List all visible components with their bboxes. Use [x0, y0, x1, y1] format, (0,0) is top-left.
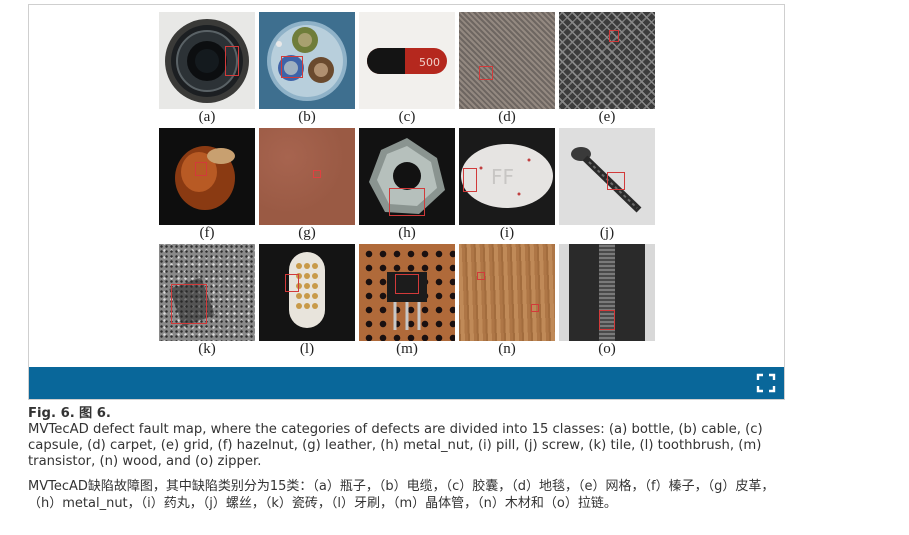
panel-label: (l) — [299, 341, 315, 357]
capsule-print: 500 — [419, 56, 440, 69]
defect-box — [395, 274, 419, 294]
screw-drawing — [571, 147, 642, 213]
pill-imprint: FF — [491, 165, 514, 189]
panel-m: (m) — [359, 244, 455, 358]
panel-label: (e) — [598, 109, 616, 125]
panel-label: (b) — [298, 109, 316, 125]
bottle-drawing — [165, 19, 249, 103]
capsule-image: 500 — [359, 12, 455, 109]
defect-box — [477, 272, 485, 280]
defect-box — [285, 274, 299, 292]
defect-box — [389, 188, 425, 216]
wood-image — [459, 244, 555, 341]
toothbrush-image — [259, 244, 355, 341]
zipper-image — [559, 244, 655, 341]
defect-box — [607, 172, 625, 190]
metal-nut-image — [359, 128, 455, 225]
panel-l: (l) — [259, 244, 355, 358]
cable-image — [259, 12, 355, 109]
panel-c: 500 (c) — [359, 12, 455, 126]
panel-label: (c) — [398, 109, 416, 125]
pill-image: FF — [459, 128, 555, 225]
panel-label: (h) — [398, 225, 416, 241]
figure-label: Fig. 6. — [28, 406, 75, 421]
metal-nut-drawing — [369, 138, 445, 214]
tile-image — [159, 244, 255, 341]
panel-label: (d) — [498, 109, 516, 125]
panel-label: (n) — [498, 341, 516, 357]
panel-b: (b) — [259, 12, 355, 126]
panel-j: (j) — [559, 128, 655, 242]
panel-label: (i) — [499, 225, 515, 241]
panel-label: (j) — [599, 225, 615, 241]
expand-icon[interactable] — [756, 373, 776, 393]
expand-icon-svg — [756, 373, 776, 393]
pill-drawing: FF — [461, 144, 553, 208]
panel-f: (f) — [159, 128, 255, 242]
panel-h: (h) — [359, 128, 455, 242]
capsule-drawing: 500 — [367, 48, 447, 74]
panel-label: (o) — [598, 341, 616, 357]
carpet-image — [459, 12, 555, 109]
caption-text-en: MVTecAD defect fault map, where the cate… — [28, 422, 763, 469]
figure-image-grid: (a) (b) — [159, 12, 657, 360]
defect-box — [463, 168, 477, 192]
defect-box — [531, 304, 539, 312]
defect-box — [609, 30, 619, 42]
panel-g: (g) — [259, 128, 355, 242]
hazelnut-drawing — [175, 146, 235, 210]
panel-k: (k) — [159, 244, 255, 358]
panel-label: (g) — [298, 225, 316, 241]
grid-image — [559, 12, 655, 109]
toothbrush-drawing — [289, 252, 325, 328]
panel-a: (a) — [159, 12, 255, 126]
hazelnut-image — [159, 128, 255, 225]
panel-n: (n) — [459, 244, 555, 358]
figure-row-3: (k) (l) — [159, 244, 657, 358]
figure-toolbar — [29, 367, 784, 399]
transistor-image — [359, 244, 455, 341]
panel-label: (k) — [198, 341, 216, 357]
panel-label: (m) — [396, 341, 418, 357]
cable-drawing — [267, 21, 347, 101]
defect-box — [225, 46, 239, 76]
defect-box — [313, 170, 321, 178]
panel-label: (f) — [199, 225, 215, 241]
defect-box — [599, 310, 615, 330]
zipper-teeth — [599, 244, 615, 341]
figure-row-1: (a) (b) — [159, 12, 657, 126]
screw-image — [559, 128, 655, 225]
panel-e: (e) — [559, 12, 655, 126]
figure-row-2: (f) (g) (h) — [159, 128, 657, 242]
panel-i: FF (i) — [459, 128, 555, 242]
figure-container: (a) (b) — [28, 4, 785, 400]
defect-box — [195, 162, 207, 176]
bottle-image — [159, 12, 255, 109]
panel-label: (a) — [198, 109, 216, 125]
caption-label-line: Fig. 6. 图 6. — [28, 406, 788, 422]
panel-o: (o) — [559, 244, 655, 358]
defect-box — [281, 56, 303, 78]
figure-label-cn: 图 6. — [78, 406, 111, 421]
figure-caption: Fig. 6. 图 6. MVTecAD defect fault map, w… — [28, 406, 788, 512]
leather-image — [259, 128, 355, 225]
defect-box — [479, 66, 493, 80]
defect-box — [171, 284, 207, 324]
caption-text-cn: MVTecAD缺陷故障图，其中缺陷类别分为15类：（a）瓶子，（b）电缆，（c）… — [28, 479, 775, 511]
panel-d: (d) — [459, 12, 555, 126]
transistor-drawing — [387, 272, 427, 330]
